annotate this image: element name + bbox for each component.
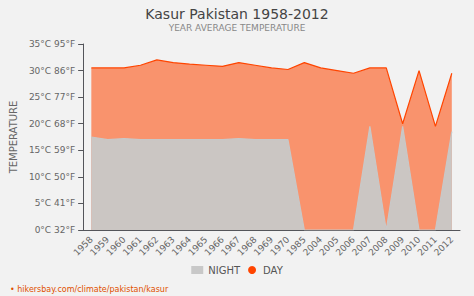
svg-text:35°C 95°F: 35°C 95°F bbox=[29, 39, 75, 49]
svg-text:Kasur Pakistan 1958-2012: Kasur Pakistan 1958-2012 bbox=[145, 6, 328, 22]
svg-text:1962: 1962 bbox=[137, 234, 161, 258]
svg-text:YEAR AVERAGE TEMPERATURE: YEAR AVERAGE TEMPERATURE bbox=[168, 23, 306, 33]
svg-text:2006: 2006 bbox=[333, 234, 357, 258]
svg-text:2011: 2011 bbox=[415, 234, 439, 258]
svg-text:10°C 50°F: 10°C 50°F bbox=[29, 172, 75, 182]
svg-text:2009: 2009 bbox=[382, 234, 407, 258]
svg-text:DAY: DAY bbox=[263, 265, 284, 276]
svg-text:1968: 1968 bbox=[235, 234, 259, 258]
svg-text:TEMPERATURE: TEMPERATURE bbox=[8, 101, 19, 175]
svg-text:1965: 1965 bbox=[186, 234, 210, 258]
svg-text:25°C 77°F: 25°C 77°F bbox=[29, 92, 75, 102]
svg-text:2004: 2004 bbox=[301, 234, 325, 258]
svg-text:• hikersbay.com/climate/pakist: • hikersbay.com/climate/pakistan/kasur bbox=[10, 285, 169, 294]
svg-text:1966: 1966 bbox=[202, 234, 226, 258]
svg-text:1985: 1985 bbox=[284, 234, 308, 258]
svg-text:1969: 1969 bbox=[251, 234, 276, 258]
svg-text:1963: 1963 bbox=[153, 234, 177, 258]
svg-text:2012: 2012 bbox=[432, 234, 455, 257]
svg-text:0°C 32°F: 0°C 32°F bbox=[35, 225, 76, 235]
svg-text:NIGHT: NIGHT bbox=[208, 265, 241, 276]
svg-text:1959: 1959 bbox=[88, 234, 112, 258]
svg-text:1960: 1960 bbox=[104, 234, 128, 258]
svg-text:20°C 68°F: 20°C 68°F bbox=[29, 119, 75, 129]
svg-text:1964: 1964 bbox=[169, 234, 194, 258]
svg-text:1970: 1970 bbox=[268, 234, 292, 258]
svg-text:2005: 2005 bbox=[317, 234, 341, 258]
svg-text:30°C 86°F: 30°C 86°F bbox=[29, 66, 75, 76]
svg-text:1961: 1961 bbox=[120, 234, 144, 258]
svg-text:15°C 59°F: 15°C 59°F bbox=[29, 145, 75, 155]
svg-text:2007: 2007 bbox=[350, 234, 374, 258]
svg-text:5°C 41°F: 5°C 41°F bbox=[35, 198, 76, 208]
svg-text:1958: 1958 bbox=[71, 234, 95, 258]
svg-text:2008: 2008 bbox=[366, 234, 390, 258]
svg-text:1967: 1967 bbox=[219, 234, 243, 258]
svg-text:2010: 2010 bbox=[399, 234, 423, 258]
